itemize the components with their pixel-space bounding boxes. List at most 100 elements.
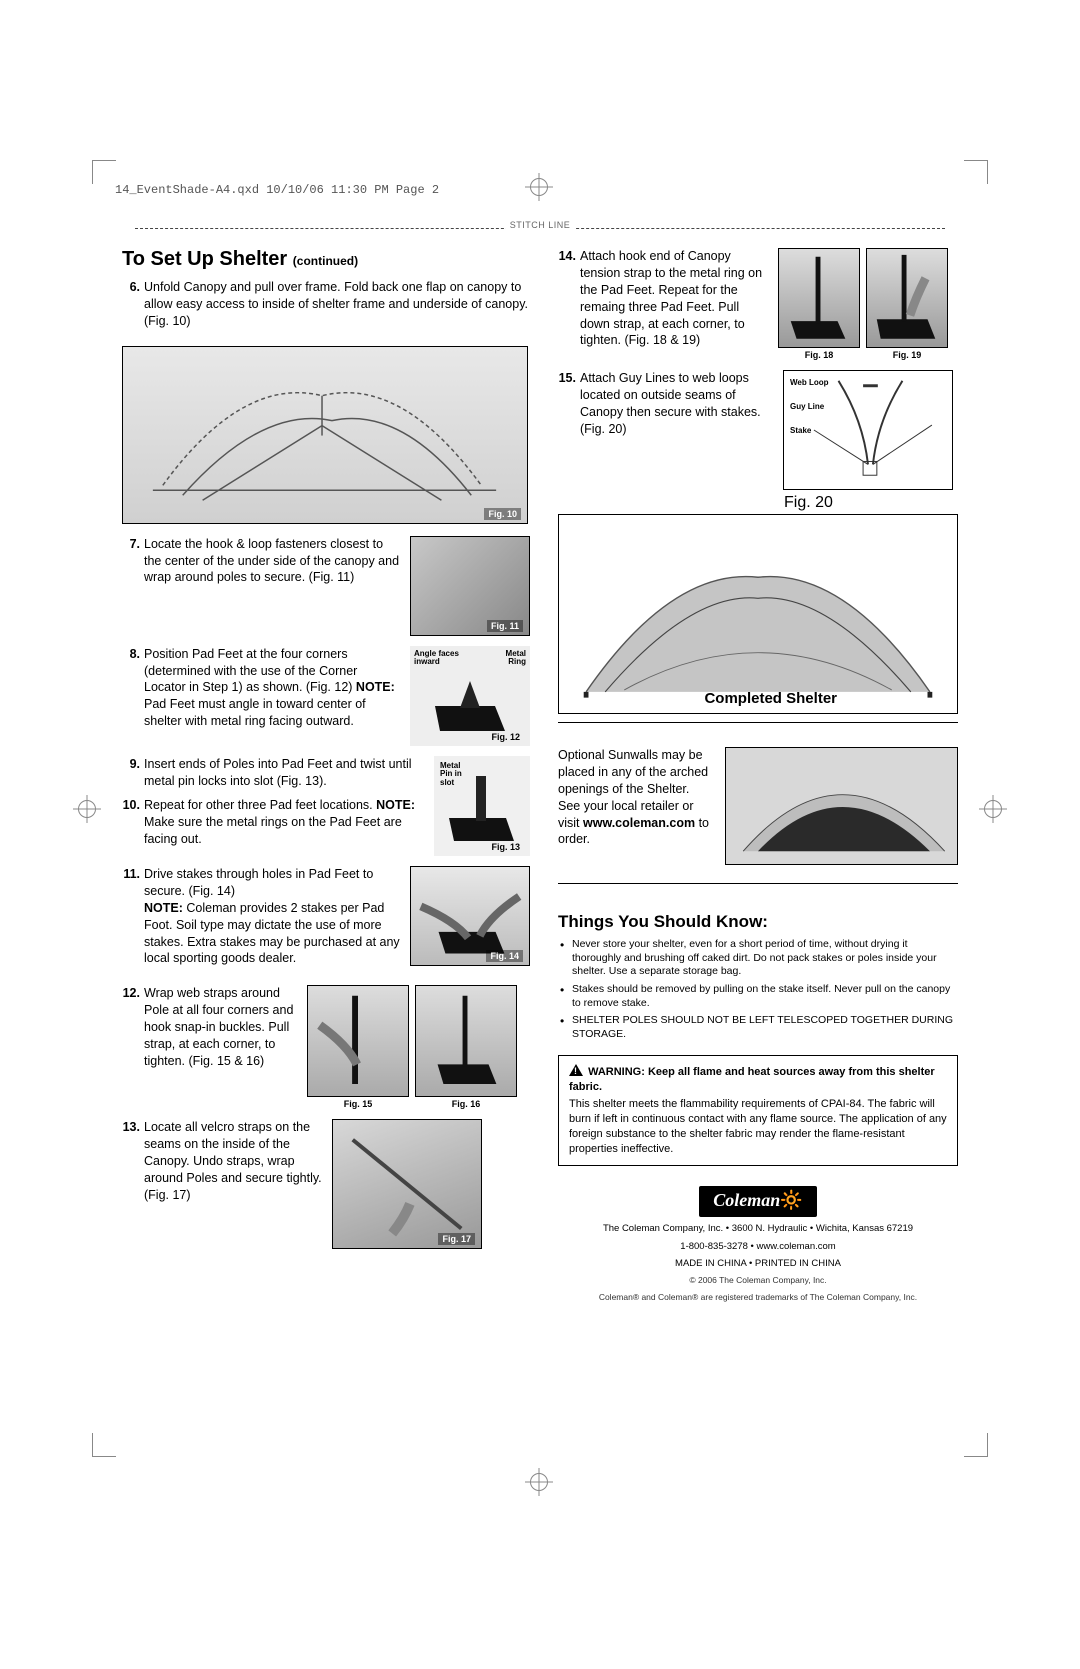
step-num: 8. [122,646,144,730]
sunwall-section: Optional Sunwalls may be placed in any o… [558,747,958,865]
things-item: Never store your shelter, even for a sho… [572,938,958,979]
step-text: Drive stakes through holes in Pad Feet t… [144,866,400,967]
step-num: 13. [122,1119,144,1203]
figure-11: Fig. 11 [410,536,530,636]
step-12: 12. Wrap web straps around Pole at all f… [122,985,297,1069]
crop-mark [964,160,988,184]
completed-label: Completed Shelter [704,690,837,707]
fig20-guyline: Guy Line [790,403,824,411]
footer-trademark: Coleman® and Coleman® are registered tra… [558,1292,958,1304]
note-label: NOTE: [144,901,183,915]
footer-made: MADE IN CHINA • PRINTED IN CHINA [558,1257,958,1270]
step-7: 7. Locate the hook & loop fasteners clos… [122,536,400,587]
step-11: 11. Drive stakes through holes in Pad Fe… [122,866,400,967]
things-list: Never store your shelter, even for a sho… [558,938,958,1045]
figure-12: Angle faces inward Metal Ring Fig. 12 [410,646,530,746]
step-8: 8. Position Pad Feet at the four corners… [122,646,400,730]
fig20-webloop: Web Loop [790,379,829,387]
left-column: To Set Up Shelter (continued) 6. Unfold … [122,248,530,1304]
step-8-row: 8. Position Pad Feet at the four corners… [122,646,530,746]
things-item: Stakes should be removed by pulling on t… [572,983,958,1010]
note-text: Coleman provides 2 stakes per Pad Foot. … [144,901,400,966]
step-text: Attach Guy Lines to web loops located on… [580,370,773,438]
step-text-body: Position Pad Feet at the four corners (d… [144,647,357,695]
fig-label: Fig. 19 [866,350,948,360]
step-text: Locate all velcro straps on the seams on… [144,1119,322,1203]
title-sub: (continued) [293,254,358,268]
sunwall-figure [725,747,958,865]
step-11-row: 11. Drive stakes through holes in Pad Fe… [122,866,530,975]
step-15: 15. Attach Guy Lines to web loops locate… [558,370,773,438]
fig12-annot-ring: Metal Ring [506,650,526,668]
step-text: Insert ends of Poles into Pad Feet and t… [144,756,424,790]
stitch-line-label: STITCH LINE [506,220,575,230]
fig20-stake: Stake [790,427,811,435]
fig-label: Fig. 11 [487,620,523,632]
figure-10: Fig. 10 [122,346,528,524]
fig13-annot: Metal Pin in slot [440,762,462,788]
step-6: 6. Unfold Canopy and pull over frame. Fo… [122,279,530,338]
figure-16 [415,985,517,1097]
step-13-row: 13. Locate all velcro straps on the seam… [122,1119,530,1249]
things-title: Things You Should Know: [558,912,958,932]
step-num: 12. [122,985,144,1069]
step-text: Unfold Canopy and pull over frame. Fold … [144,279,530,330]
footer: Coleman🔆 The Coleman Company, Inc. • 360… [558,1186,958,1305]
things-item: SHELTER POLES SHOULD NOT BE LEFT TELESCO… [572,1014,958,1041]
step-text: Wrap web straps around Pole at all four … [144,985,297,1069]
page-content: To Set Up Shelter (continued) 6. Unfold … [122,248,958,1304]
completed-shelter-figure: Completed Shelter [558,514,958,714]
step-num: 6. [122,279,144,338]
step-num: 14. [558,248,580,349]
step-9: 9. Insert ends of Poles into Pad Feet an… [122,756,424,790]
registration-mark [78,800,96,818]
divider [558,722,958,723]
warning-heading: WARNING: Keep all flame and heat sources… [569,1064,947,1095]
fig12-annot-angle: Angle faces inward [414,650,459,668]
fig-label: Fig. 12 [487,731,524,743]
title-main: To Set Up Shelter [122,248,287,270]
step-text: Locate the hook & loop fasteners closest… [144,536,400,587]
fig-label: Fig. 20 [784,494,952,512]
step-9-10-row: 9. Insert ends of Poles into Pad Feet an… [122,756,530,856]
figure-18 [778,248,860,348]
crop-mark [92,1433,116,1457]
warning-head-text: WARNING: Keep all flame and heat sources… [569,1066,935,1093]
step-14-row: 14. Attach hook end of Canopy tension st… [558,248,958,360]
figure-17: Fig. 17 [332,1119,482,1249]
doc-header: 14_EventShade-A4.qxd 10/10/06 11:30 PM P… [115,183,439,197]
step-text: Position Pad Feet at the four corners (d… [144,646,400,730]
step-num: 9. [122,756,144,790]
fig-label: Fig. 14 [486,950,523,962]
divider [558,883,958,884]
figure-15 [307,985,409,1097]
footer-copyright: © 2006 The Coleman Company, Inc. [558,1275,958,1287]
note-label: NOTE: [356,680,395,694]
step-15-row: 15. Attach Guy Lines to web loops locate… [558,370,958,490]
note-text: Make sure the metal rings on the Pad Fee… [144,815,402,846]
note-label: NOTE: [376,798,415,812]
warning-icon [569,1064,583,1076]
section-title: To Set Up Shelter (continued) [122,248,530,271]
step-num: 15. [558,370,580,438]
crop-mark [964,1433,988,1457]
step-13: 13. Locate all velcro straps on the seam… [122,1119,322,1203]
crop-mark [92,160,116,184]
note-text: Pad Feet must angle in toward center of … [144,697,366,728]
brand-text: Coleman [713,1190,780,1210]
fig-label: Fig. 10 [484,508,521,520]
registration-mark [530,178,548,196]
step-12-row: 12. Wrap web straps around Pole at all f… [122,985,530,1109]
figure-14: Fig. 14 [410,866,530,966]
brand-logo: Coleman🔆 [699,1186,816,1217]
fig-label: Fig. 13 [487,841,524,853]
step-num: 10. [122,797,144,848]
step-num: 7. [122,536,144,587]
fig10-sketch [123,346,527,523]
step-num: 11. [122,866,144,967]
sunwall-text: Optional Sunwalls may be placed in any o… [558,747,713,865]
step-text-body: Drive stakes through holes in Pad Feet t… [144,867,373,898]
step-7-row: 7. Locate the hook & loop fasteners clos… [122,536,530,636]
right-column: 14. Attach hook end of Canopy tension st… [558,248,958,1304]
warning-body: This shelter meets the flammability requ… [569,1097,947,1156]
